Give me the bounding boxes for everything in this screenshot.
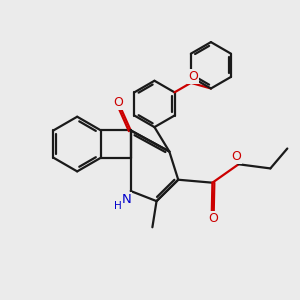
Text: O: O bbox=[113, 96, 123, 109]
Text: O: O bbox=[208, 212, 218, 225]
Text: O: O bbox=[231, 150, 241, 163]
Text: N: N bbox=[121, 194, 131, 206]
Text: O: O bbox=[188, 70, 198, 83]
Text: H: H bbox=[114, 202, 122, 212]
